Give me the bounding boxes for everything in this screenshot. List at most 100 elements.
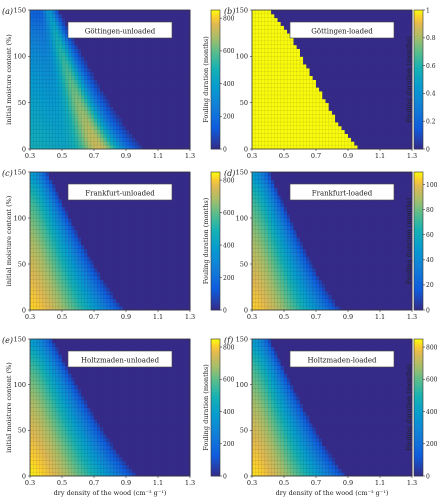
heatmap-cell	[103, 121, 108, 127]
heatmap-cell	[167, 94, 172, 100]
colorbar-frame	[210, 9, 221, 150]
heatmap-cell	[52, 52, 56, 57]
heatmap-cell	[309, 114, 314, 119]
heatmap-cell	[268, 137, 272, 142]
heatmap-cell	[264, 125, 269, 131]
heatmap-cell	[87, 13, 92, 19]
heatmap-cell	[36, 64, 40, 69]
heatmap-cell	[180, 33, 184, 38]
heatmap-cell	[261, 25, 266, 30]
heatmap-cell	[280, 125, 285, 131]
heatmap-cell	[49, 40, 53, 46]
heatmap-cell	[46, 137, 50, 142]
heatmap-cell	[49, 56, 53, 61]
heatmap-cell	[300, 10, 304, 15]
heatmap-cell	[58, 44, 63, 49]
heatmap-cell	[303, 137, 307, 142]
heatmap-cell	[33, 29, 37, 34]
heatmap-cell	[290, 67, 294, 73]
heatmap-cell	[287, 110, 291, 115]
heatmap-cell	[316, 125, 320, 131]
heatmap-cell	[252, 133, 256, 138]
heatmap-cell	[167, 106, 172, 111]
heatmap-cell	[103, 64, 108, 69]
heatmap-cell	[94, 145, 98, 150]
heatmap-cell	[132, 102, 136, 107]
colorbar-swatch	[211, 70, 220, 73]
heatmap-cell	[36, 106, 40, 111]
heatmap-cell	[287, 133, 291, 138]
heatmap-cell	[39, 29, 44, 34]
heatmap-cell	[46, 91, 50, 96]
heatmap-cell	[74, 94, 79, 100]
heatmap-cell	[148, 48, 152, 53]
heatmap-cell	[145, 79, 149, 84]
heatmap-cell	[154, 141, 159, 146]
heatmap-cell	[154, 67, 159, 73]
heatmap-cell	[33, 98, 37, 104]
heatmap-cell	[138, 94, 143, 100]
heatmap-cell	[268, 29, 272, 34]
heatmap-cell	[255, 141, 259, 146]
heatmap-cell	[55, 125, 60, 131]
heatmap-cell	[36, 91, 40, 96]
heatmap-cell	[252, 52, 256, 57]
heatmap-cell	[135, 137, 140, 142]
heatmap-cell	[90, 121, 95, 127]
heatmap-cell	[186, 125, 191, 131]
heatmap-cell	[62, 98, 66, 104]
colorbar-swatch	[211, 44, 220, 48]
heatmap-cell	[154, 60, 159, 65]
heatmap-cell	[135, 71, 140, 76]
heatmap-cell	[174, 52, 178, 57]
heatmap-cell	[135, 118, 140, 123]
panel-title-box	[67, 21, 173, 39]
heatmap-cell	[78, 67, 82, 73]
heatmap-cell	[36, 67, 40, 73]
heatmap-cell	[303, 71, 307, 76]
heatmap-cell	[97, 118, 101, 123]
heatmap-cell	[126, 64, 130, 69]
heatmap-cell	[170, 37, 175, 42]
heatmap-cell	[49, 48, 53, 53]
heatmap-cell	[142, 114, 146, 119]
heatmap-cell	[110, 125, 114, 131]
heatmap-cell	[312, 114, 317, 119]
heatmap-cell	[268, 17, 272, 22]
heatmap-cell	[52, 137, 56, 142]
heatmap-cell	[46, 94, 50, 100]
heatmap-cell	[78, 102, 82, 107]
heatmap-cell	[65, 29, 69, 34]
heatmap-cell	[151, 17, 156, 22]
heatmap-cell	[271, 125, 275, 131]
heatmap-cell	[126, 145, 130, 150]
heatmap-cell	[52, 125, 56, 131]
heatmap-cell	[132, 83, 136, 88]
heatmap-cell	[180, 133, 184, 138]
heatmap-cell	[42, 94, 47, 100]
heatmap-cell	[161, 98, 165, 104]
heatmap-cell	[344, 137, 349, 142]
heatmap-cell	[180, 40, 184, 46]
heatmap-cell	[49, 44, 53, 49]
heatmap-cell	[100, 10, 104, 15]
heatmap-cell	[161, 133, 165, 138]
heatmap-cell	[284, 121, 288, 127]
heatmap-cell	[309, 141, 314, 146]
heatmap-cell	[138, 87, 143, 92]
heatmap-cell	[255, 114, 259, 119]
panel-letter: (a)	[2, 7, 13, 16]
heatmap-cell	[303, 91, 307, 96]
heatmap-cell	[164, 13, 168, 19]
heatmap-cell	[268, 94, 272, 100]
heatmap-cell	[103, 40, 108, 46]
heatmap-cell	[100, 67, 104, 73]
heatmap-cell	[164, 102, 168, 107]
heatmap-cell	[129, 118, 133, 123]
heatmap-cell	[167, 129, 172, 134]
heatmap-cell	[274, 125, 278, 131]
heatmap-cell	[338, 125, 342, 131]
heatmap-cell	[30, 71, 34, 76]
heatmap-cell	[274, 29, 278, 34]
heatmap-cell	[116, 56, 120, 61]
